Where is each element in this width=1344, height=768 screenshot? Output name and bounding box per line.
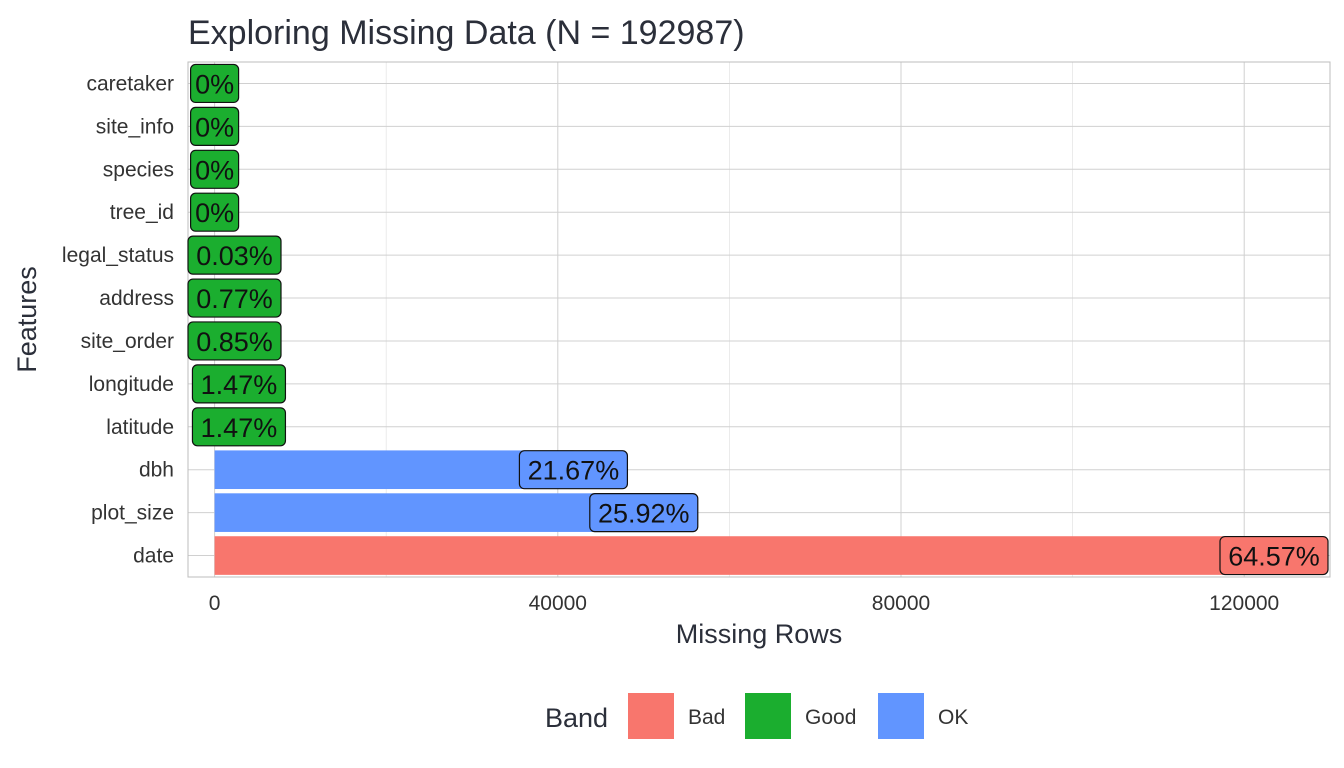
y-tick-label: site_order bbox=[81, 330, 174, 353]
x-axis-ticks: 0 40000 80000 120000 bbox=[209, 592, 1279, 615]
bar-label-box bbox=[189, 192, 240, 232]
bar-label: 0% bbox=[189, 106, 240, 146]
legend-item: Good bbox=[745, 693, 856, 739]
bar-label: 1.47% bbox=[191, 364, 287, 404]
bar-label: 0.03% bbox=[187, 235, 282, 275]
bar-label-box bbox=[187, 321, 282, 361]
bar-label-text: 64.57% bbox=[1228, 542, 1320, 572]
bar-label-text: 1.47% bbox=[201, 370, 278, 400]
bar-label: 0.85% bbox=[187, 321, 282, 361]
y-tick-label: tree_id bbox=[110, 201, 174, 224]
bar-label-box bbox=[189, 63, 240, 104]
bar bbox=[214, 536, 1284, 575]
bar-labels: 0% 0% 0% 0% 0.03% 0.77% 0.85% 1.47% 1.47% 21.67% 2… bbox=[187, 63, 1329, 576]
legend-title: Band bbox=[545, 703, 608, 733]
bar-label-text: 0% bbox=[195, 198, 234, 228]
bar-label: 1.47% bbox=[191, 407, 287, 447]
y-tick-label: plot_size bbox=[91, 502, 174, 525]
bar-label-box bbox=[589, 493, 699, 533]
y-tick-label: address bbox=[99, 287, 174, 310]
bar-label: 0% bbox=[189, 149, 240, 189]
bar-label-box bbox=[518, 450, 629, 490]
bar-label-text: 0% bbox=[195, 69, 234, 99]
x-axis-title: Missing Rows bbox=[676, 619, 843, 649]
legend-key bbox=[878, 693, 924, 739]
bars bbox=[214, 235, 1284, 575]
legend: Band Bad Good OK bbox=[545, 693, 968, 739]
bar bbox=[214, 450, 574, 490]
y-tick-label: longitude bbox=[89, 373, 174, 396]
y-tick-label: legal_status bbox=[62, 244, 174, 267]
bar-label-box bbox=[189, 149, 240, 189]
bar-label: 0.77% bbox=[187, 278, 282, 318]
bar-label-text: 21.67% bbox=[528, 456, 620, 486]
plot-border bbox=[187, 61, 1331, 578]
legend-label: Good bbox=[805, 706, 856, 729]
grid bbox=[188, 62, 1330, 577]
bar-label-box bbox=[1219, 535, 1329, 576]
legend-label: Bad bbox=[688, 706, 725, 729]
bar-label-text: 0% bbox=[195, 112, 234, 142]
bar-label-box bbox=[187, 235, 282, 275]
x-tick-label: 40000 bbox=[529, 592, 587, 615]
bar-label-text: 0.85% bbox=[196, 327, 273, 357]
y-tick-label: latitude bbox=[106, 416, 174, 439]
x-tick-label: 80000 bbox=[872, 592, 930, 615]
bar-label: 21.67% bbox=[518, 450, 629, 490]
y-tick-label: date bbox=[133, 545, 174, 568]
y-axis-title: Features bbox=[12, 266, 42, 373]
chart-title: Exploring Missing Data (N = 192987) bbox=[188, 14, 745, 52]
y-tick-label: species bbox=[103, 158, 174, 181]
bar-label-box bbox=[187, 278, 282, 318]
legend-item: OK bbox=[878, 693, 968, 739]
bar-label-text: 0% bbox=[195, 155, 234, 185]
bar-label-box bbox=[189, 106, 240, 146]
y-tick-label: dbh bbox=[139, 459, 174, 482]
bar-label: 25.92% bbox=[589, 493, 699, 533]
legend-item: Bad bbox=[628, 693, 725, 739]
bar-label: 64.57% bbox=[1219, 535, 1329, 576]
bar-label-box bbox=[191, 364, 287, 404]
bar-label: 0% bbox=[189, 63, 240, 104]
x-tick-label: 120000 bbox=[1209, 592, 1279, 615]
y-tick-label: caretaker bbox=[86, 72, 174, 95]
bar-label-text: 25.92% bbox=[598, 499, 690, 529]
bar-label-text: 1.47% bbox=[201, 413, 278, 443]
legend-label: OK bbox=[938, 706, 968, 729]
bar bbox=[214, 493, 644, 532]
legend-key bbox=[745, 693, 791, 739]
bar-label-box bbox=[191, 407, 287, 447]
legend-key bbox=[628, 693, 674, 739]
bar-label: 0% bbox=[189, 192, 240, 232]
y-tick-label: site_info bbox=[96, 115, 174, 138]
x-tick-label: 0 bbox=[209, 592, 221, 615]
bar-label-text: 0.03% bbox=[196, 241, 273, 271]
bar-label-text: 0.77% bbox=[196, 284, 273, 314]
